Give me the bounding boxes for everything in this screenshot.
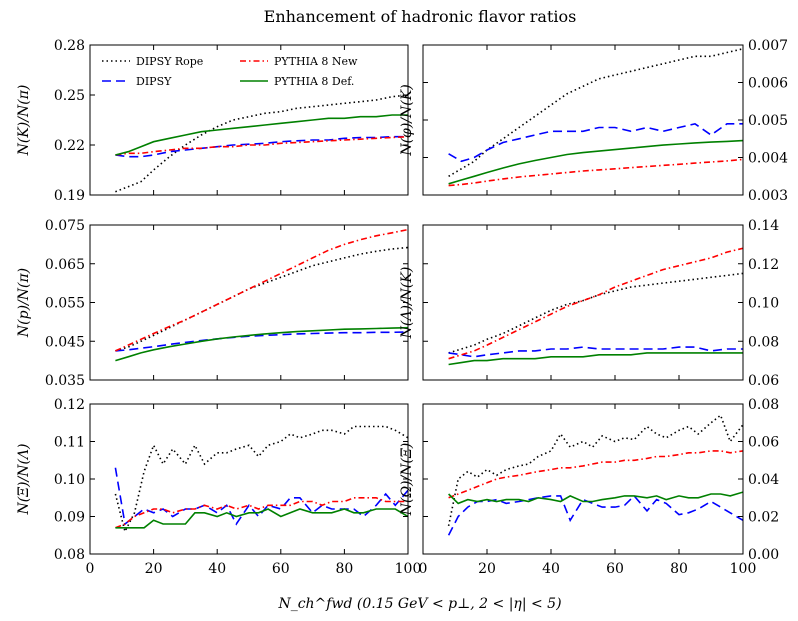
plot-frame (422, 403, 744, 555)
y-tick-label: 0.065 (45, 257, 85, 273)
panel-top-right: 0.003 0.004 0.005 0.006 0.007 N(φ)/N(K) (399, 38, 788, 204)
series-line-dashdot (448, 158, 743, 187)
series-line-dashdot (115, 135, 408, 156)
legend: DIPSY Rope DIPSY PYTHIA 8 New PYTHIA 8 Def. (102, 55, 358, 88)
y-axis-label: N(Λ)/N(K) (399, 267, 415, 340)
plot-frame (422, 44, 744, 196)
y-tick-label: 0.075 (45, 218, 85, 234)
x-axis-label: N_ch^fwd (0.15 GeV < p⊥, 2 < |η| < 5) (277, 596, 561, 612)
x-tick-label: 60 (606, 561, 624, 577)
series-line-dotted (448, 48, 743, 177)
y-tick-label: 0.19 (54, 188, 85, 204)
series-line-dotted (114, 425, 408, 534)
y-tick-label: 0.10 (748, 296, 779, 312)
series-line-dotted (115, 94, 408, 193)
series-line-dashdot (448, 450, 743, 499)
series-line-solid (448, 491, 743, 505)
y-tick-label: 0.04 (748, 472, 779, 488)
series-line-dashed (447, 494, 743, 536)
x-tick-label: 100 (395, 561, 422, 577)
y-axis-label: N(Ξ)/N(Λ) (16, 443, 32, 515)
series-line-solid (448, 352, 743, 366)
series-line-solid (448, 139, 743, 185)
series-line-dotted (115, 246, 408, 352)
y-tick-label: 0.10 (54, 472, 85, 488)
panel-bottom-left: 0.08 0.09 0.10 0.11 0.12 0 20 40 60 80 100 N(Ξ)/N(Λ… (16, 397, 421, 577)
y-tick-label: 0.28 (54, 38, 85, 54)
y-tick-label: 0.11 (54, 435, 85, 451)
x-tick-label: 0 (419, 561, 428, 577)
x-tick-label: 80 (670, 561, 688, 577)
y-tick-label: 0.00 (748, 547, 779, 563)
panel-middle-right: 0.06 0.08 0.10 0.12 0.14 N(Λ)/N(K) (399, 218, 779, 389)
series-line-dotted (447, 413, 743, 527)
series-line-dotted (448, 272, 743, 354)
y-tick-label: 0.02 (748, 510, 779, 526)
legend-label: DIPSY Rope (136, 55, 203, 68)
y-tick-label: 0.005 (748, 113, 788, 129)
series-line-dashed (115, 135, 408, 158)
x-tick-label: 40 (542, 561, 560, 577)
y-tick-label: 0.06 (748, 373, 779, 389)
y-tick-label: 0.22 (54, 138, 85, 154)
series-line-solid (115, 326, 408, 362)
series-line-dashdot (115, 228, 408, 352)
x-tick-label: 100 (730, 561, 757, 577)
x-tick-label: 20 (145, 561, 163, 577)
y-tick-label: 0.045 (45, 334, 85, 350)
series-line-dashed (448, 346, 743, 358)
panel-middle-left: 0.035 0.045 0.055 0.065 0.075 N(p)/N(π) (16, 218, 409, 389)
y-tick-label: 0.12 (748, 257, 779, 273)
figure-title: Enhancement of hadronic flavor ratios (264, 7, 577, 26)
panels: 0.190.220.250.28N(K)/N(π)DIPSY RopeDIPSY… (16, 38, 788, 577)
y-tick-label: 0.14 (748, 218, 779, 234)
series-line-dashdot (115, 496, 408, 529)
x-tick-label: 20 (478, 561, 496, 577)
y-axis-label: N(K)/N(π) (16, 85, 32, 157)
x-tick-label: 60 (272, 561, 290, 577)
series-line-dashed (448, 122, 743, 163)
plot-frame (89, 44, 409, 196)
y-tick-label: 0.09 (54, 510, 85, 526)
y-tick-label: 0.003 (748, 188, 788, 204)
y-tick-label: 0.25 (54, 88, 85, 104)
series-line-dashed (114, 467, 408, 526)
plot-frame (89, 224, 409, 381)
y-tick-label: 0.007 (748, 38, 788, 54)
series-line-solid (115, 508, 408, 529)
x-tick-label: 80 (335, 561, 353, 577)
y-axis-label: N(p)/N(π) (16, 268, 32, 338)
x-tick-label: 0 (86, 561, 95, 577)
y-tick-label: 0.06 (748, 435, 779, 451)
x-tick-label: 40 (208, 561, 226, 577)
y-tick-label: 0.035 (45, 373, 85, 389)
series-line-dashed (115, 331, 408, 352)
panel-bottom-right: 0.00 0.02 0.04 0.06 0.08 0 20 40 60 80 100 N(Ω)/N(Ξ… (399, 397, 779, 577)
legend-label: PYTHIA 8 Def. (274, 75, 354, 88)
legend-label: DIPSY (136, 75, 172, 88)
legend-label: PYTHIA 8 New (274, 55, 358, 68)
series-line-solid (115, 114, 408, 156)
y-tick-label: 0.12 (54, 397, 85, 413)
y-tick-label: 0.08 (748, 397, 779, 413)
panel-top-left: 0.190.220.250.28N(K)/N(π)DIPSY RopeDIPSY… (16, 38, 409, 204)
y-tick-label: 0.08 (748, 334, 779, 350)
y-tick-label: 0.08 (54, 547, 85, 563)
y-tick-label: 0.004 (748, 151, 788, 167)
y-axis-label: N(φ)/N(K) (399, 84, 415, 156)
y-tick-label: 0.055 (45, 296, 85, 312)
series-line-dashdot (448, 247, 743, 360)
y-axis-label: N(Ω)/N(Ξ) (399, 443, 415, 517)
y-tick-label: 0.006 (748, 76, 788, 92)
